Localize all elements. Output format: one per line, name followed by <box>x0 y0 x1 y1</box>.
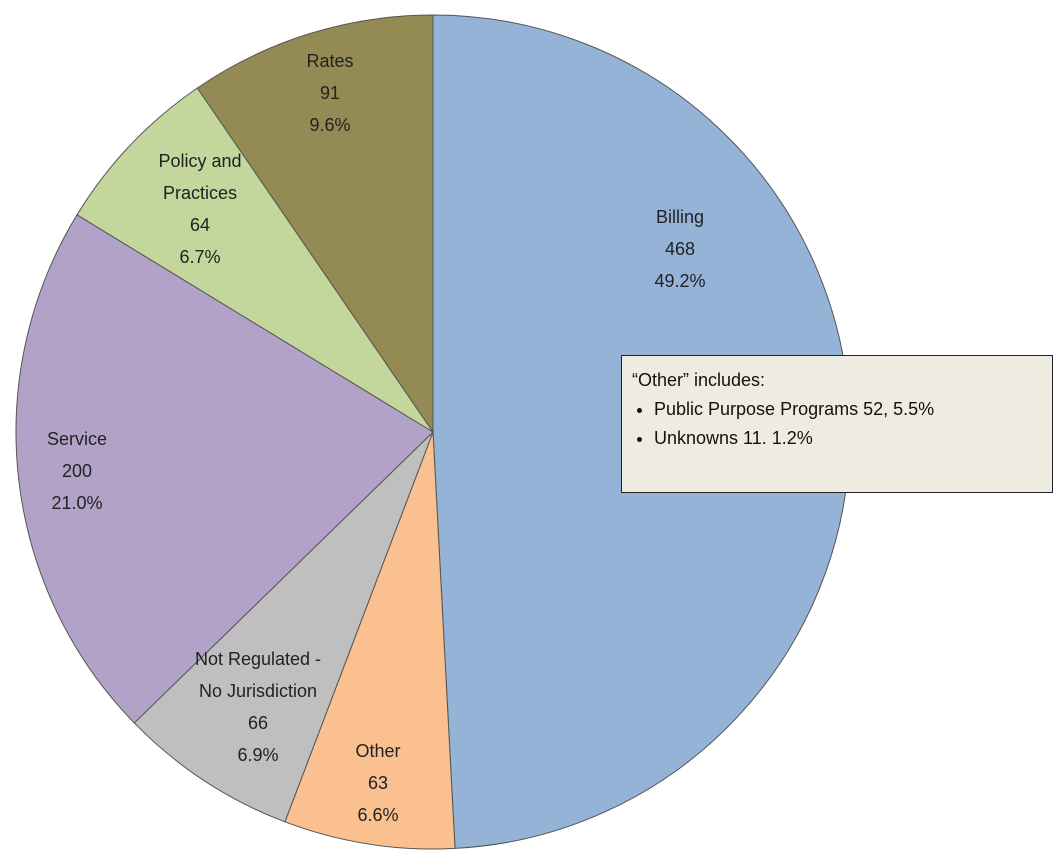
annotation-box: “Other” includes: Public Purpose Program… <box>621 355 1053 493</box>
annotation-title: “Other” includes: <box>632 370 766 390</box>
slice-percent: 6.9% <box>237 745 278 765</box>
slice-label: Rates <box>306 51 353 71</box>
slice-label: Other <box>355 741 400 761</box>
pie-slice <box>133 431 434 823</box>
slice-percent: 9.6% <box>309 115 350 135</box>
pie-slice <box>76 87 434 433</box>
pie-slice <box>284 431 456 850</box>
annotation-item: Public Purpose Programs 52, 5.5% <box>654 399 1046 420</box>
slice-value: 91 <box>320 83 340 103</box>
slice-label: Policy and Practices <box>158 151 241 203</box>
slice-value: 200 <box>62 461 92 481</box>
slice-value: 64 <box>190 215 210 235</box>
pie-slice <box>196 14 434 434</box>
slice-percent: 6.6% <box>357 805 398 825</box>
slice-percent: 49.2% <box>654 271 705 291</box>
slice-label: Service <box>47 429 107 449</box>
annotation-item: Unknowns 11. 1.2% <box>654 428 1046 449</box>
annotation-list: Public Purpose Programs 52, 5.5% Unknowns… <box>628 399 1046 449</box>
slice-percent: 6.7% <box>179 247 220 267</box>
slice-percent: 21.0% <box>51 493 102 513</box>
slice-value: 468 <box>665 239 695 259</box>
slice-label: Not Regulated -No Jurisdiction <box>195 649 321 701</box>
slice-value: 63 <box>368 773 388 793</box>
slice-label: Billing <box>656 207 704 227</box>
pie-slice <box>15 214 434 724</box>
slice-value: 66 <box>248 713 268 733</box>
